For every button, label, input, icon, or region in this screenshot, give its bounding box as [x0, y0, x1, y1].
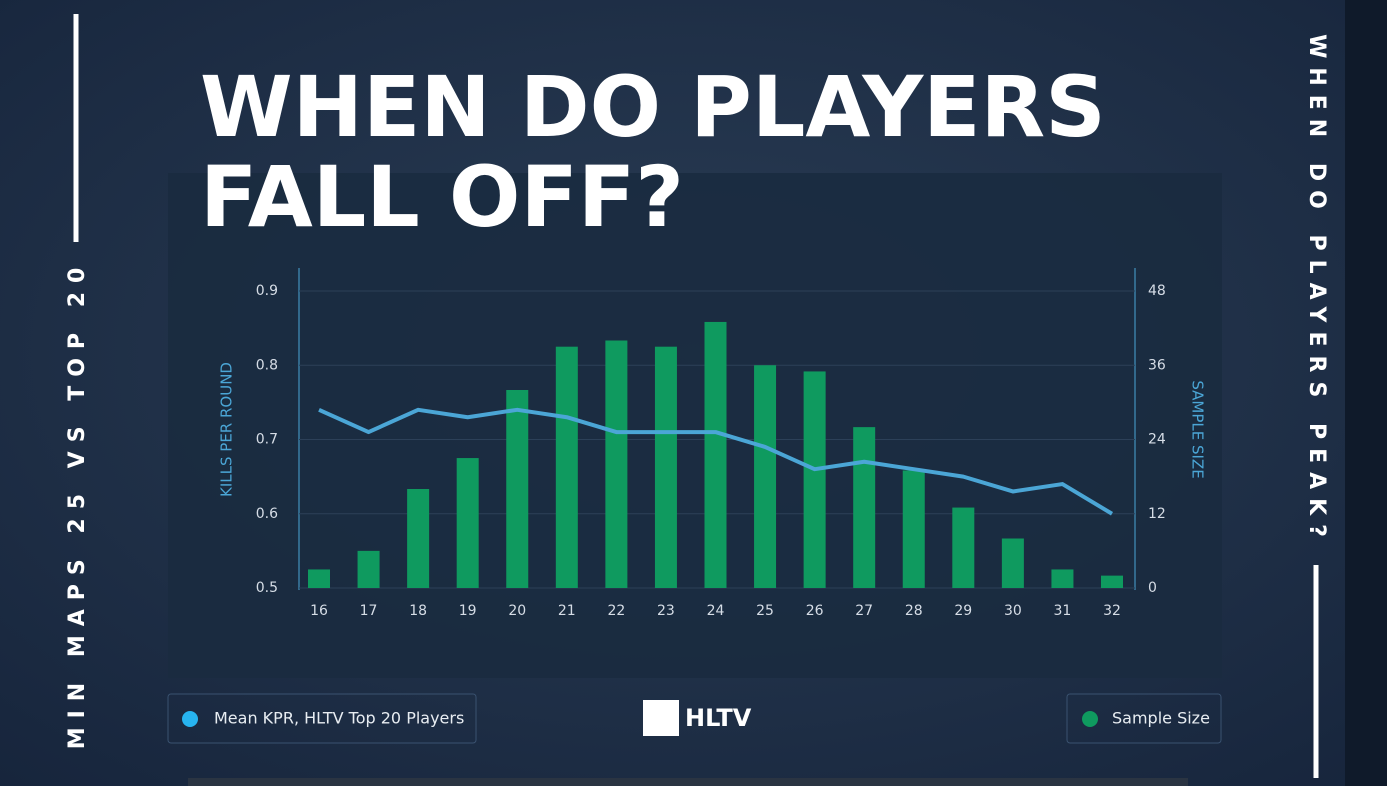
x-tick-label: 17: [360, 603, 378, 619]
title-line: FALL OFF?: [200, 148, 684, 246]
x-tick-label: 32: [1103, 603, 1121, 619]
y2-tick-label: 0: [1148, 580, 1157, 596]
bar: [1001, 538, 1024, 588]
logo-icon: [643, 700, 679, 736]
y-tick-label: 0.9: [256, 283, 278, 299]
legend-swatch: [182, 711, 198, 727]
side-text: WHEN DO PLAYERS PEAK?: [1304, 34, 1329, 546]
logo-text: HLTV: [685, 704, 752, 732]
line: [318, 407, 1114, 516]
bar: [654, 346, 677, 588]
x-tick-label: 18: [409, 603, 427, 619]
x-tick-label: 22: [607, 603, 625, 619]
right-edge: [1345, 0, 1387, 786]
y-tick-label: 0.6: [256, 506, 278, 522]
bar: [803, 371, 826, 588]
legend-box: [1066, 693, 1222, 744]
x-tick-label: 23: [657, 603, 675, 619]
bar: [357, 550, 380, 588]
bar: [407, 489, 430, 588]
y-axis-label: KILLS PER ROUND: [218, 362, 236, 497]
y2-tick-label: 12: [1148, 506, 1166, 522]
bottom-strip: [188, 778, 1188, 786]
legend-box: [167, 693, 477, 744]
y-tick-label: 0.7: [256, 432, 278, 448]
x-tick-label: 19: [459, 603, 477, 619]
y2-tick-label: 36: [1148, 357, 1166, 373]
y2-tick-label: 24: [1148, 432, 1166, 448]
chart-panel: [168, 173, 1222, 678]
side-text: MIN MAPS 25 VS TOP 20: [65, 259, 90, 750]
bar: [456, 458, 479, 588]
legend-swatch: [1082, 711, 1098, 727]
y-tick-label: 0.5: [256, 580, 278, 596]
title-line: WHEN DO PLAYERS: [200, 58, 1106, 156]
legend-label: Mean KPR, HLTV Top 20 Players: [214, 709, 464, 728]
x-tick-label: 31: [1054, 603, 1072, 619]
bar: [853, 427, 876, 588]
y2-axis-label: SAMPLE SIZE: [1189, 380, 1207, 478]
bar: [555, 346, 578, 588]
x-tick-label: 21: [558, 603, 576, 619]
x-tick-label: 16: [310, 603, 328, 619]
bar: [952, 507, 975, 588]
bar: [902, 470, 925, 588]
bar: [308, 569, 330, 588]
y2-tick-label: 48: [1148, 283, 1166, 299]
bar: [1051, 569, 1074, 588]
bar: [506, 390, 529, 588]
plot: 0.5 0.6 0.7 0.8 0.9 0 12 24 36 48 KILLS PER ROUND S…: [182, 268, 1210, 728]
x-tick-label: 24: [707, 603, 725, 619]
x-tick-label: 28: [905, 603, 923, 619]
x-tick-label: 30: [1004, 603, 1022, 619]
bar: [1101, 575, 1123, 588]
x-tick-label: 25: [756, 603, 774, 619]
bar: [754, 365, 777, 588]
x-tick-label: 20: [508, 603, 526, 619]
x-tick-label: 26: [806, 603, 824, 619]
bar: [704, 321, 727, 588]
x-tick-label: 29: [954, 603, 972, 619]
x-tick-label: 27: [855, 603, 873, 619]
legend-label: Sample Size: [1112, 709, 1210, 728]
bar: [605, 340, 628, 588]
y-tick-label: 0.8: [256, 357, 278, 373]
